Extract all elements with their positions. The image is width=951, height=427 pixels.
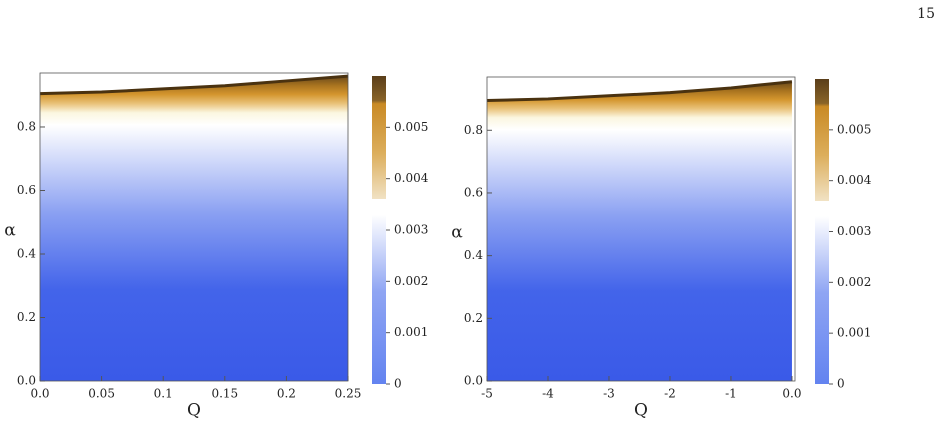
colorbar-tick-label: 0.004 — [837, 173, 872, 187]
colorbar-tick-label: 0 — [394, 377, 402, 391]
y-tick-label: 0.8 — [464, 123, 483, 137]
colorbar-tick-label: 0.004 — [394, 171, 429, 185]
x-axis-label: Q — [634, 401, 648, 421]
plot-frame — [486, 76, 796, 382]
colorbar-tick-label: 0.003 — [837, 224, 871, 238]
x-tick-label: -4 — [542, 387, 554, 401]
colorbar — [815, 79, 829, 384]
colorbar-tick-label: 0.001 — [837, 326, 871, 340]
colorbar — [372, 76, 386, 384]
y-tick-label: 0.4 — [464, 248, 483, 262]
x-tick-label: -3 — [603, 387, 615, 401]
page-number: 15 — [917, 6, 935, 22]
x-tick-label: 0.0 — [782, 387, 801, 401]
colorbar-tick-label: 0.002 — [837, 275, 871, 289]
colorbar-tick-label: 0.003 — [394, 223, 428, 237]
y-tick-label: 0.6 — [17, 183, 36, 197]
colorbar-tick-label: 0.002 — [394, 274, 428, 288]
x-axis-label: Q — [187, 401, 201, 421]
x-tick-label: 0.25 — [335, 387, 362, 401]
y-axis-label: α — [4, 221, 16, 241]
plot-frame — [39, 72, 349, 382]
y-tick-label: 0.0 — [17, 374, 36, 388]
y-tick-label: 0.2 — [17, 310, 36, 324]
colorbar-tick-label: 0 — [837, 377, 845, 391]
colorbar-tick-label: 0.005 — [837, 122, 871, 136]
x-tick-label: 0.2 — [277, 387, 296, 401]
density-field — [487, 81, 792, 381]
y-axis-label: α — [451, 223, 463, 243]
y-tick-label: 0.0 — [464, 374, 483, 388]
colorbar-tick-label: 0.005 — [394, 120, 428, 134]
x-tick-label: 0.05 — [88, 387, 115, 401]
x-tick-label: 0.1 — [154, 387, 173, 401]
density-field — [40, 76, 348, 381]
y-tick-label: 0.2 — [464, 311, 483, 325]
x-tick-label: -2 — [664, 387, 676, 401]
x-tick-label: -1 — [725, 387, 737, 401]
x-tick-label: -5 — [481, 387, 493, 401]
boundary-edge — [486, 80, 793, 103]
x-tick-label: 0.15 — [211, 387, 238, 401]
y-tick-label: 0.8 — [17, 119, 36, 133]
y-tick-label: 0.6 — [464, 185, 483, 199]
boundary-edge — [39, 74, 349, 96]
y-tick-label: 0.4 — [17, 246, 36, 260]
x-tick-label: 0.0 — [30, 387, 49, 401]
colorbar-tick-label: 0.001 — [394, 325, 428, 339]
